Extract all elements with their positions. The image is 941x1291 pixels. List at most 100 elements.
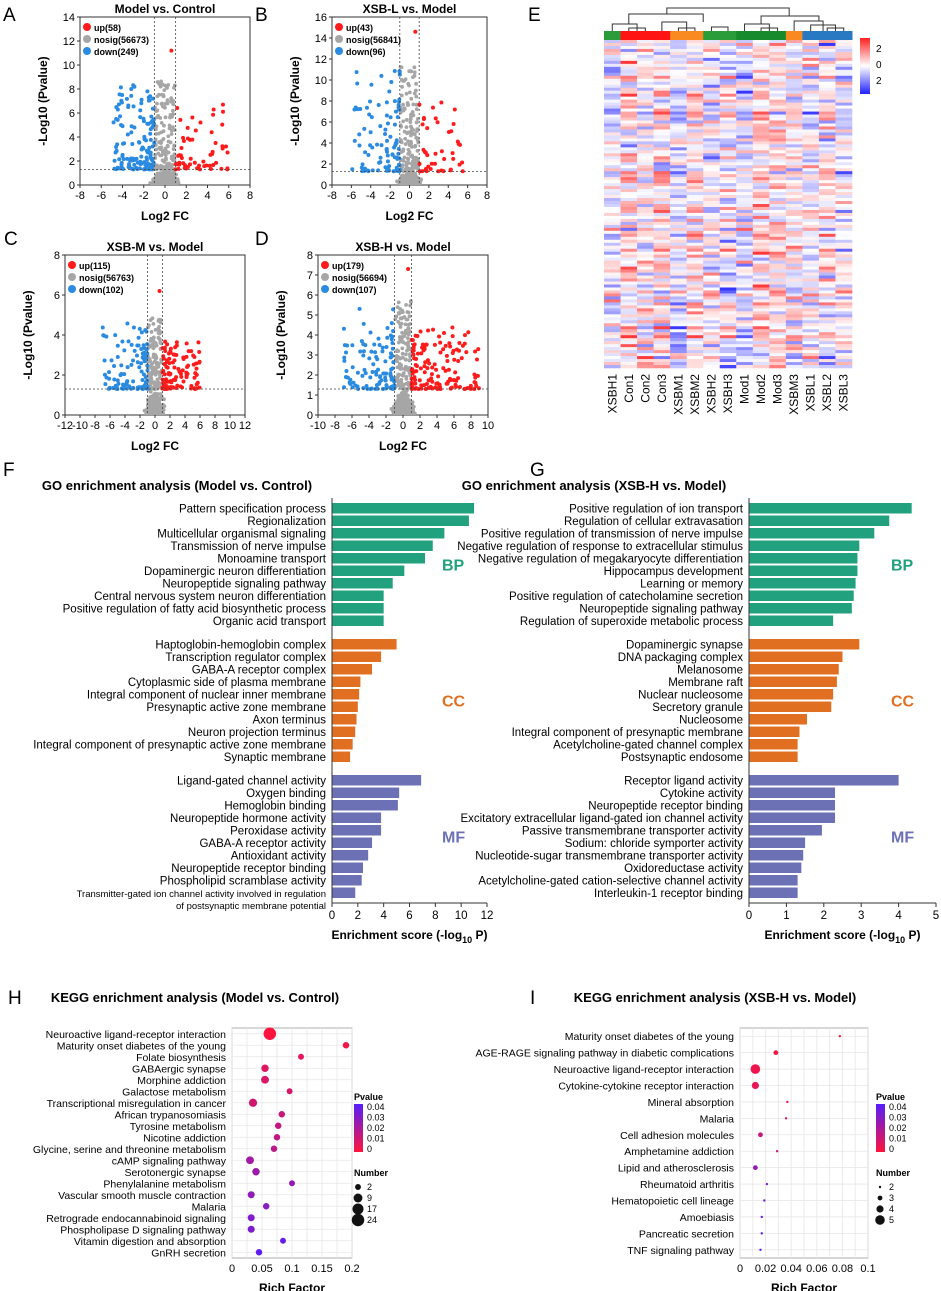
nosig-point xyxy=(150,412,154,415)
x-tick-label: 6 xyxy=(197,420,203,432)
nosig-point xyxy=(408,329,412,334)
x-tick-label: 0 xyxy=(162,190,168,202)
down-point xyxy=(378,375,383,380)
nosig-point xyxy=(415,136,420,141)
volcano-title: XSB-L vs. Model xyxy=(363,2,457,16)
nosig-point xyxy=(148,339,153,343)
down-point xyxy=(350,365,355,370)
nosig-point xyxy=(401,402,406,406)
down-point xyxy=(125,132,130,137)
down-point xyxy=(372,342,377,347)
nosig-point xyxy=(401,340,406,345)
down-point xyxy=(366,152,371,157)
nosig-point xyxy=(148,395,153,400)
nosig-point xyxy=(406,405,411,410)
nosig-point xyxy=(413,144,417,149)
nosig-point xyxy=(158,147,163,152)
down-point xyxy=(115,107,120,112)
legend-marker-down xyxy=(335,47,343,55)
down-point xyxy=(375,386,380,391)
down-point xyxy=(129,124,134,129)
down-point xyxy=(392,99,397,104)
x-tick-label: -6 xyxy=(346,190,356,202)
x-tick-label: 4 xyxy=(204,190,210,202)
y-tick-label: 6 xyxy=(54,290,60,302)
nosig-point xyxy=(395,359,399,364)
x-tick-label: 0 xyxy=(152,420,158,432)
panel-letter-e: E xyxy=(528,5,541,26)
nosig-point xyxy=(155,80,160,84)
nosig-point xyxy=(414,81,419,86)
legend-label-nosig: nosig(56841) xyxy=(346,35,401,45)
up-point xyxy=(211,107,216,112)
down-point xyxy=(143,354,148,359)
down-point xyxy=(125,321,130,326)
down-point xyxy=(380,345,385,350)
nosig-point xyxy=(153,353,158,357)
nosig-point xyxy=(408,166,413,171)
down-point xyxy=(119,123,124,128)
x-tick-label: 8 xyxy=(212,420,218,432)
x-tick-label: 4 xyxy=(182,420,188,432)
down-point xyxy=(119,100,124,105)
up-point xyxy=(423,167,428,172)
up-point xyxy=(429,161,434,166)
down-point xyxy=(129,93,134,98)
down-point xyxy=(113,333,118,338)
down-point xyxy=(352,138,357,143)
nosig-point xyxy=(396,354,400,359)
down-point xyxy=(392,155,397,160)
x-tick-label: -6 xyxy=(96,190,106,202)
down-point xyxy=(368,99,373,104)
x-tick-label: -2 xyxy=(385,190,395,202)
up-point xyxy=(165,342,170,347)
up-point xyxy=(197,360,202,365)
nosig-point xyxy=(157,337,162,342)
up-point xyxy=(417,161,422,166)
down-point xyxy=(121,382,126,387)
y-tick-label: 4 xyxy=(54,330,60,342)
up-point xyxy=(181,161,186,166)
up-point xyxy=(180,368,185,373)
up-point xyxy=(432,161,437,166)
nosig-point xyxy=(170,125,175,130)
up-point xyxy=(413,29,418,34)
x-tick-label: 8 xyxy=(247,190,253,202)
up-point xyxy=(178,384,183,389)
nosig-point xyxy=(396,402,401,407)
x-tick-label: -4 xyxy=(366,190,376,202)
up-point xyxy=(181,139,186,144)
down-point xyxy=(367,356,372,361)
down-point xyxy=(139,369,144,374)
down-point xyxy=(148,150,153,155)
up-point xyxy=(157,289,162,293)
down-point xyxy=(130,142,135,147)
nosig-point xyxy=(415,129,419,133)
nosig-point xyxy=(411,131,416,136)
nosig-point xyxy=(399,140,404,145)
up-point xyxy=(185,136,190,141)
nosig-point xyxy=(415,179,420,183)
nosig-point xyxy=(158,153,163,158)
down-point xyxy=(359,165,364,170)
down-point xyxy=(119,363,124,368)
nosig-point xyxy=(158,116,163,120)
up-point xyxy=(181,379,186,384)
down-point xyxy=(116,102,121,107)
y-axis-label: -Log10 (Pvalue) xyxy=(21,290,35,379)
y-tick-label: 0 xyxy=(69,180,75,192)
nosig-point xyxy=(396,397,401,402)
up-point xyxy=(209,130,214,135)
up-point xyxy=(211,112,216,117)
y-tick-label: 8 xyxy=(54,250,60,262)
nosig-point xyxy=(156,131,161,136)
down-point xyxy=(383,165,388,170)
down-point xyxy=(383,378,388,383)
down-point xyxy=(367,112,372,117)
down-point xyxy=(390,346,395,351)
down-point xyxy=(145,363,150,368)
x-axis-label: Log2 FC xyxy=(386,209,434,223)
up-point xyxy=(178,117,183,122)
x-tick-label: 6 xyxy=(465,190,471,202)
nosig-point xyxy=(147,357,152,362)
